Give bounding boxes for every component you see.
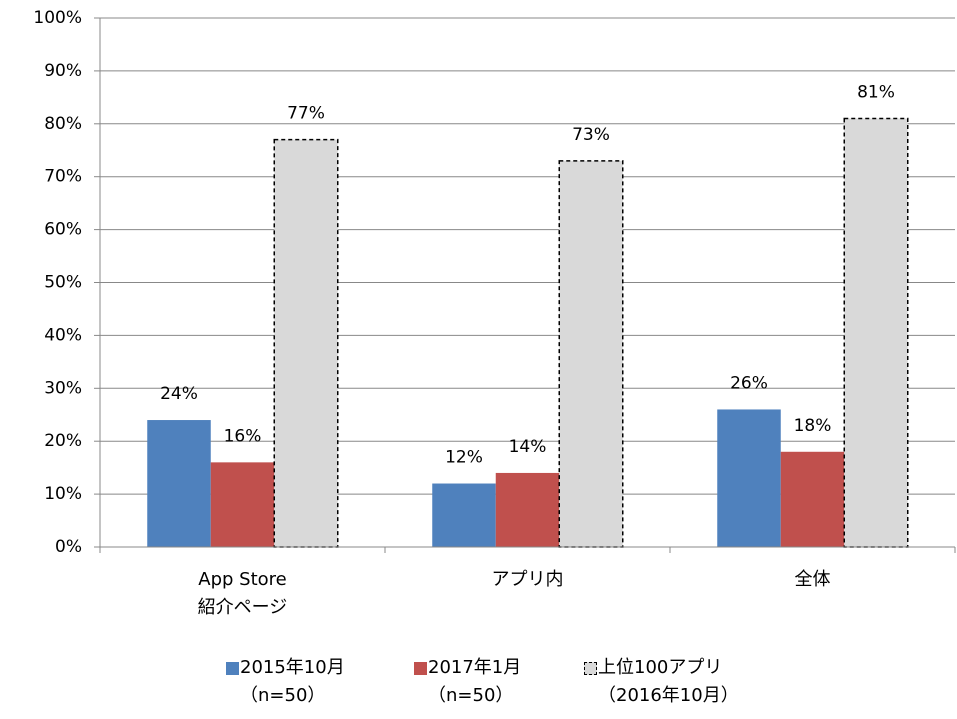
bar <box>273 138 339 548</box>
y-tick-label: 60% <box>44 220 82 240</box>
bar <box>432 483 496 547</box>
bar <box>558 160 624 548</box>
value-label: 73% <box>572 125 610 145</box>
value-label: 26% <box>730 373 768 393</box>
bar <box>495 472 560 547</box>
bar <box>843 117 909 548</box>
y-tick-label: 20% <box>44 431 82 451</box>
y-tick-label: 90% <box>44 61 82 81</box>
value-label: 77% <box>287 104 325 124</box>
bar <box>780 451 845 547</box>
legend-swatch <box>414 662 427 675</box>
value-label: 24% <box>160 384 198 404</box>
y-tick-label: 80% <box>44 114 82 134</box>
legend-label: 2015年10月 （n=50） <box>240 657 345 706</box>
value-label: 16% <box>224 426 262 446</box>
value-label: 12% <box>445 448 483 468</box>
value-label: 14% <box>509 437 547 457</box>
x-tick-label: App Store 紹介ページ <box>197 569 288 618</box>
y-tick-label: 0% <box>55 537 82 557</box>
legend-label: 2017年1月 （n=50） <box>428 657 522 706</box>
legend-swatch <box>584 662 597 675</box>
y-tick-label: 100% <box>33 8 82 28</box>
x-tick-label: アプリ内 <box>491 569 564 590</box>
bar <box>147 420 211 547</box>
legend-swatch <box>226 662 239 675</box>
bar <box>210 462 275 547</box>
y-tick-label: 50% <box>44 273 82 293</box>
y-tick-label: 30% <box>44 378 82 398</box>
x-tick-label: 全体 <box>794 569 831 590</box>
y-tick-label: 40% <box>44 325 82 345</box>
value-label: 81% <box>857 83 895 103</box>
y-tick-label: 70% <box>44 167 82 187</box>
bar <box>717 409 781 547</box>
value-label: 18% <box>794 416 832 436</box>
legend-label: 上位100アプリ （2016年10月） <box>598 657 739 706</box>
y-tick-label: 10% <box>44 484 82 504</box>
